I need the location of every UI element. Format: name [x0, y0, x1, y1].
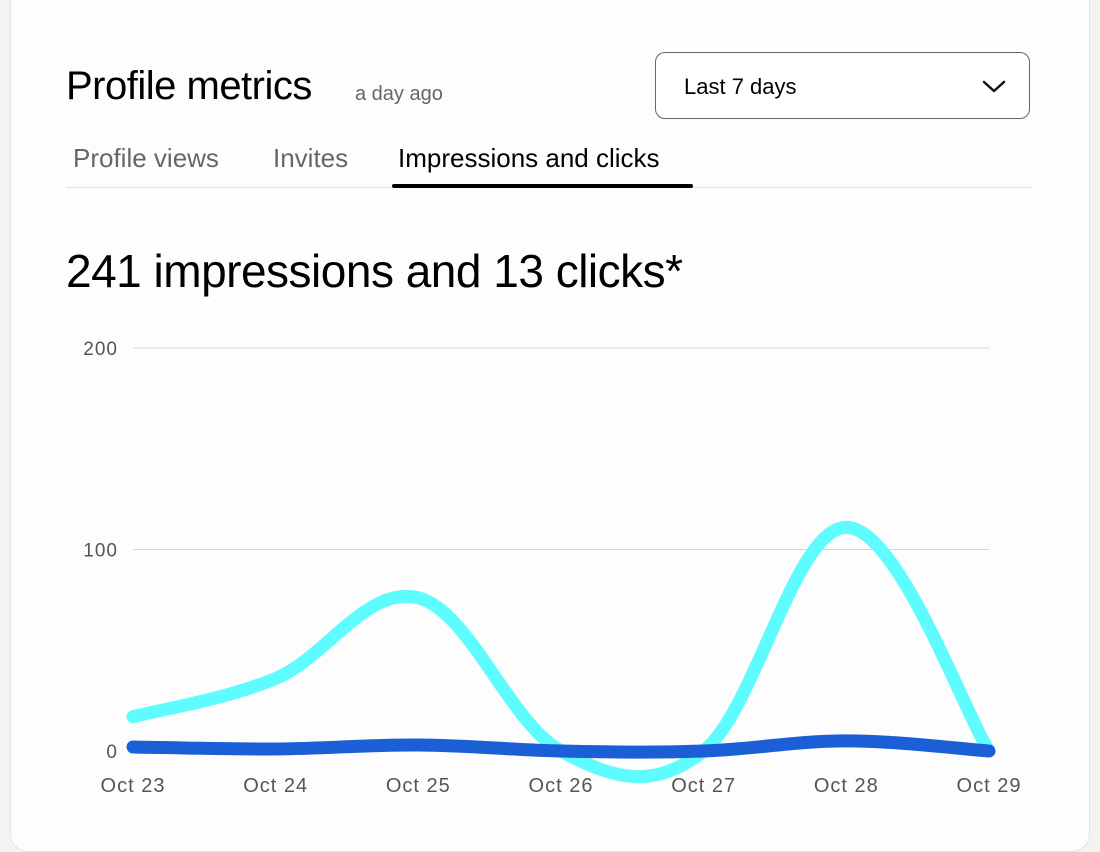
- x-tick-label: Oct 28: [814, 775, 879, 797]
- page-title: Profile metrics: [66, 64, 312, 108]
- date-range-select[interactable]: Last 7 days: [655, 52, 1030, 119]
- y-tick-label: 200: [83, 339, 118, 360]
- date-range-value: Last 7 days: [684, 74, 797, 99]
- x-tick-label: Oct 25: [386, 775, 451, 797]
- metrics-headline: 241 impressions and 13 clicks*: [66, 245, 683, 297]
- metrics-tabs: Profile views Invites Impressions and cl…: [66, 137, 1032, 189]
- x-tick-label: Oct 23: [101, 775, 166, 797]
- x-tick-label: Oct 27: [671, 775, 736, 797]
- impressions-clicks-chart: 0 100 200 Oct 23 Oct 24 Oct 25 Oct 26 Oct 27 Oct…: [83, 339, 1022, 797]
- x-tick-label: Oct 24: [243, 775, 308, 797]
- x-tick-label: Oct 29: [957, 775, 1022, 797]
- tab-impressions-and-clicks[interactable]: Impressions and clicks: [398, 143, 660, 173]
- tab-invites[interactable]: Invites: [273, 143, 349, 173]
- chevron-down-icon: [982, 80, 1006, 93]
- active-tab-indicator: [392, 184, 693, 188]
- y-tick-label: 0: [106, 742, 118, 763]
- last-updated: a day ago: [355, 83, 443, 105]
- impressions-line: [126, 520, 996, 784]
- y-tick-label: 100: [83, 541, 118, 562]
- clicks-line: [126, 734, 996, 759]
- x-tick-label: Oct 26: [529, 775, 594, 797]
- tab-profile-views[interactable]: Profile views: [73, 143, 219, 173]
